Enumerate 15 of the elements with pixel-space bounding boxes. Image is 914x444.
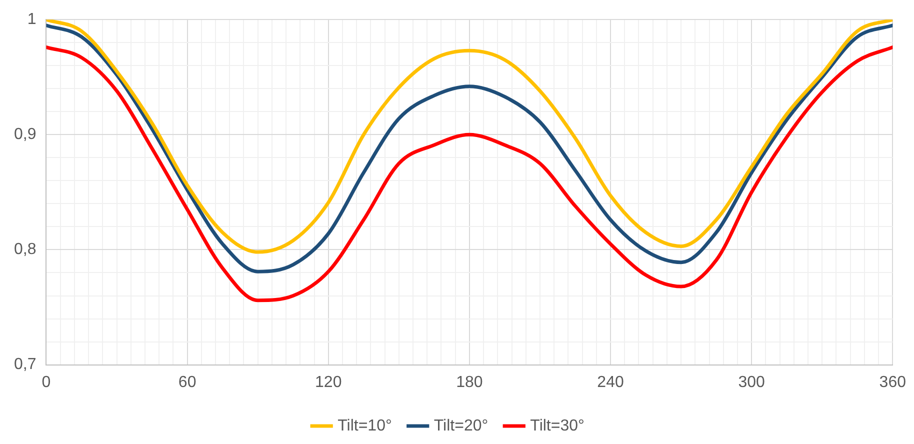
- x-tick-label: 360: [879, 374, 906, 391]
- y-tick-label: 0,9: [14, 126, 36, 144]
- legend-label: Tilt=20°: [434, 417, 488, 434]
- legend-label: Tilt=10°: [338, 417, 392, 434]
- line-series: [46, 45, 893, 302]
- x-tick-label: 0: [42, 374, 51, 391]
- y-tick-label: 0,7: [14, 356, 36, 374]
- y-tick-label: 0,8: [14, 241, 36, 258]
- y-tick-label: 1: [27, 11, 36, 28]
- x-tick-label: 60: [178, 374, 196, 391]
- x-tick-label: 120: [315, 374, 342, 391]
- x-tick-label: 300: [738, 374, 766, 391]
- x-tick-label: 240: [597, 374, 624, 391]
- legend-label: Tilt=30°: [530, 417, 584, 434]
- x-tick-label: 180: [456, 374, 483, 391]
